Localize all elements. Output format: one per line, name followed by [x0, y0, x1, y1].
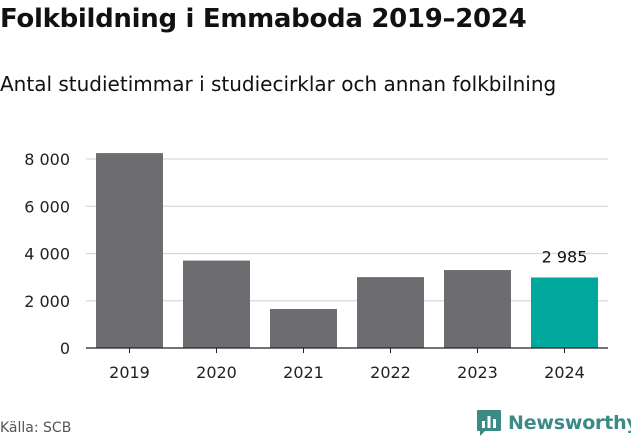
data-label: 2 985: [542, 247, 588, 266]
y-tick-label: 8 000: [24, 150, 70, 169]
y-tick-label: 6 000: [24, 197, 70, 216]
data-labels: 2 985: [542, 247, 588, 266]
bar-2022: [357, 277, 424, 348]
bar-chart-speech-bubble-icon: [477, 410, 501, 436]
bar-2024: [531, 277, 598, 348]
chart-subtitle: Antal studietimmar i studiecirklar och a…: [0, 72, 557, 96]
bars: [96, 153, 598, 348]
x-tick-label: 2020: [196, 363, 237, 382]
chart-title: Folkbildning i Emmaboda 2019–2024: [0, 4, 527, 34]
source-note: Källa: SCB: [0, 420, 72, 436]
bar-2020: [183, 260, 250, 348]
x-tick-label: 2023: [457, 363, 498, 382]
x-tick-label: 2024: [544, 363, 585, 382]
axes: 0 2 000 4 000 6 000 8 000 2019 2020 2021 2022 202…: [24, 150, 608, 382]
x-tick-label: 2022: [370, 363, 411, 382]
brand-logo: Newsworthy: [476, 408, 631, 438]
brand-name: Newsworthy: [508, 412, 631, 434]
bar-2023: [444, 270, 511, 348]
bar-2019: [96, 153, 163, 348]
y-tick-label: 4 000: [24, 245, 70, 264]
bar-2021: [270, 309, 337, 348]
y-tick-label: 2 000: [24, 292, 70, 311]
gridlines: [86, 158, 608, 302]
x-tick-label: 2021: [283, 363, 324, 382]
x-tick-label: 2019: [109, 363, 150, 382]
y-tick-label: 0: [60, 339, 70, 358]
